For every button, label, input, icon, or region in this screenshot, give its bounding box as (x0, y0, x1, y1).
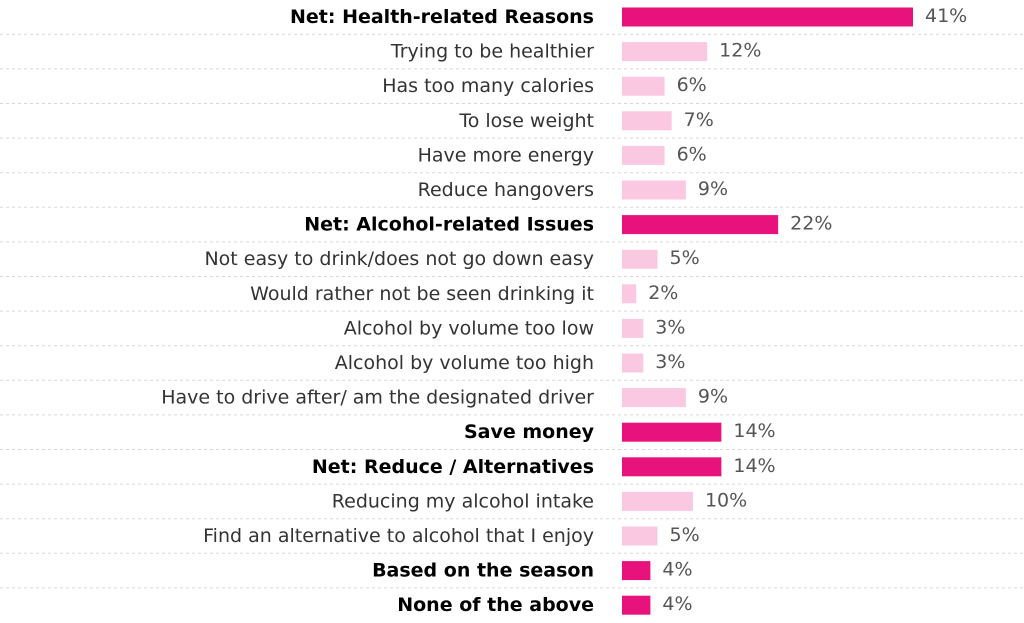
bar-16 (622, 561, 651, 581)
value-label-17: 4% (662, 593, 692, 615)
bar-12 (622, 422, 722, 442)
bar-3 (622, 111, 672, 131)
value-label-5: 9% (698, 178, 728, 200)
category-label-3: To lose weight (458, 110, 594, 132)
category-label-12: Save money (464, 421, 595, 443)
bar-4 (622, 145, 665, 165)
bar-13 (622, 457, 722, 477)
bar-10 (622, 353, 644, 373)
value-labels: 41%12%6%7%6%9%22%5%2%3%3%9%14%14%10%5%4%… (648, 5, 967, 615)
category-label-17: None of the above (397, 594, 594, 616)
value-label-4: 6% (677, 143, 707, 165)
value-label-11: 9% (698, 386, 728, 408)
category-label-2: Has too many calories (382, 75, 594, 97)
category-label-6: Net: Alcohol-related Issues (304, 214, 594, 236)
value-label-10: 3% (655, 351, 685, 373)
value-label-12: 14% (733, 420, 775, 442)
category-label-5: Reduce hangovers (418, 179, 594, 201)
value-label-7: 5% (669, 247, 699, 269)
value-label-2: 6% (677, 74, 707, 96)
value-label-14: 10% (705, 489, 747, 511)
bar-5 (622, 180, 686, 200)
category-label-4: Have more energy (418, 144, 594, 166)
bar-8 (622, 284, 637, 304)
bar-9 (622, 318, 644, 338)
value-label-9: 3% (655, 316, 685, 338)
category-label-9: Alcohol by volume too low (344, 317, 594, 339)
value-label-16: 4% (662, 559, 692, 581)
category-label-10: Alcohol by volume too high (335, 352, 594, 374)
category-label-1: Trying to be healthier (390, 41, 594, 63)
category-label-0: Net: Health-related Reasons (290, 6, 594, 28)
bar-2 (622, 76, 665, 96)
category-label-14: Reducing my alcohol intake (332, 490, 594, 512)
category-label-7: Not easy to drink/does not go down easy (204, 248, 594, 270)
value-label-15: 5% (669, 524, 699, 546)
bar-1 (622, 42, 708, 62)
bar-15 (622, 526, 658, 546)
bar-6 (622, 215, 779, 235)
value-label-3: 7% (684, 109, 714, 131)
bar-17 (622, 595, 651, 615)
value-label-6: 22% (790, 213, 832, 235)
value-label-1: 12% (719, 40, 761, 62)
row-separators (0, 33, 1024, 589)
value-label-0: 41% (925, 5, 967, 27)
category-label-15: Find an alternative to alcohol that I en… (203, 525, 594, 547)
bar-0 (622, 7, 913, 27)
category-label-11: Have to drive after/ am the designated d… (161, 387, 594, 409)
value-label-13: 14% (733, 455, 775, 477)
category-label-16: Based on the season (372, 560, 594, 582)
category-label-13: Net: Reduce / Alternatives (312, 456, 594, 478)
bars (622, 7, 913, 615)
category-labels: Net: Health-related Reasons Trying to be … (161, 6, 594, 616)
bar-11 (622, 388, 686, 408)
value-label-8: 2% (648, 282, 678, 304)
bar-14 (622, 491, 693, 511)
bar-7 (622, 249, 658, 269)
category-label-8: Would rather not be seen drinking it (250, 283, 594, 305)
